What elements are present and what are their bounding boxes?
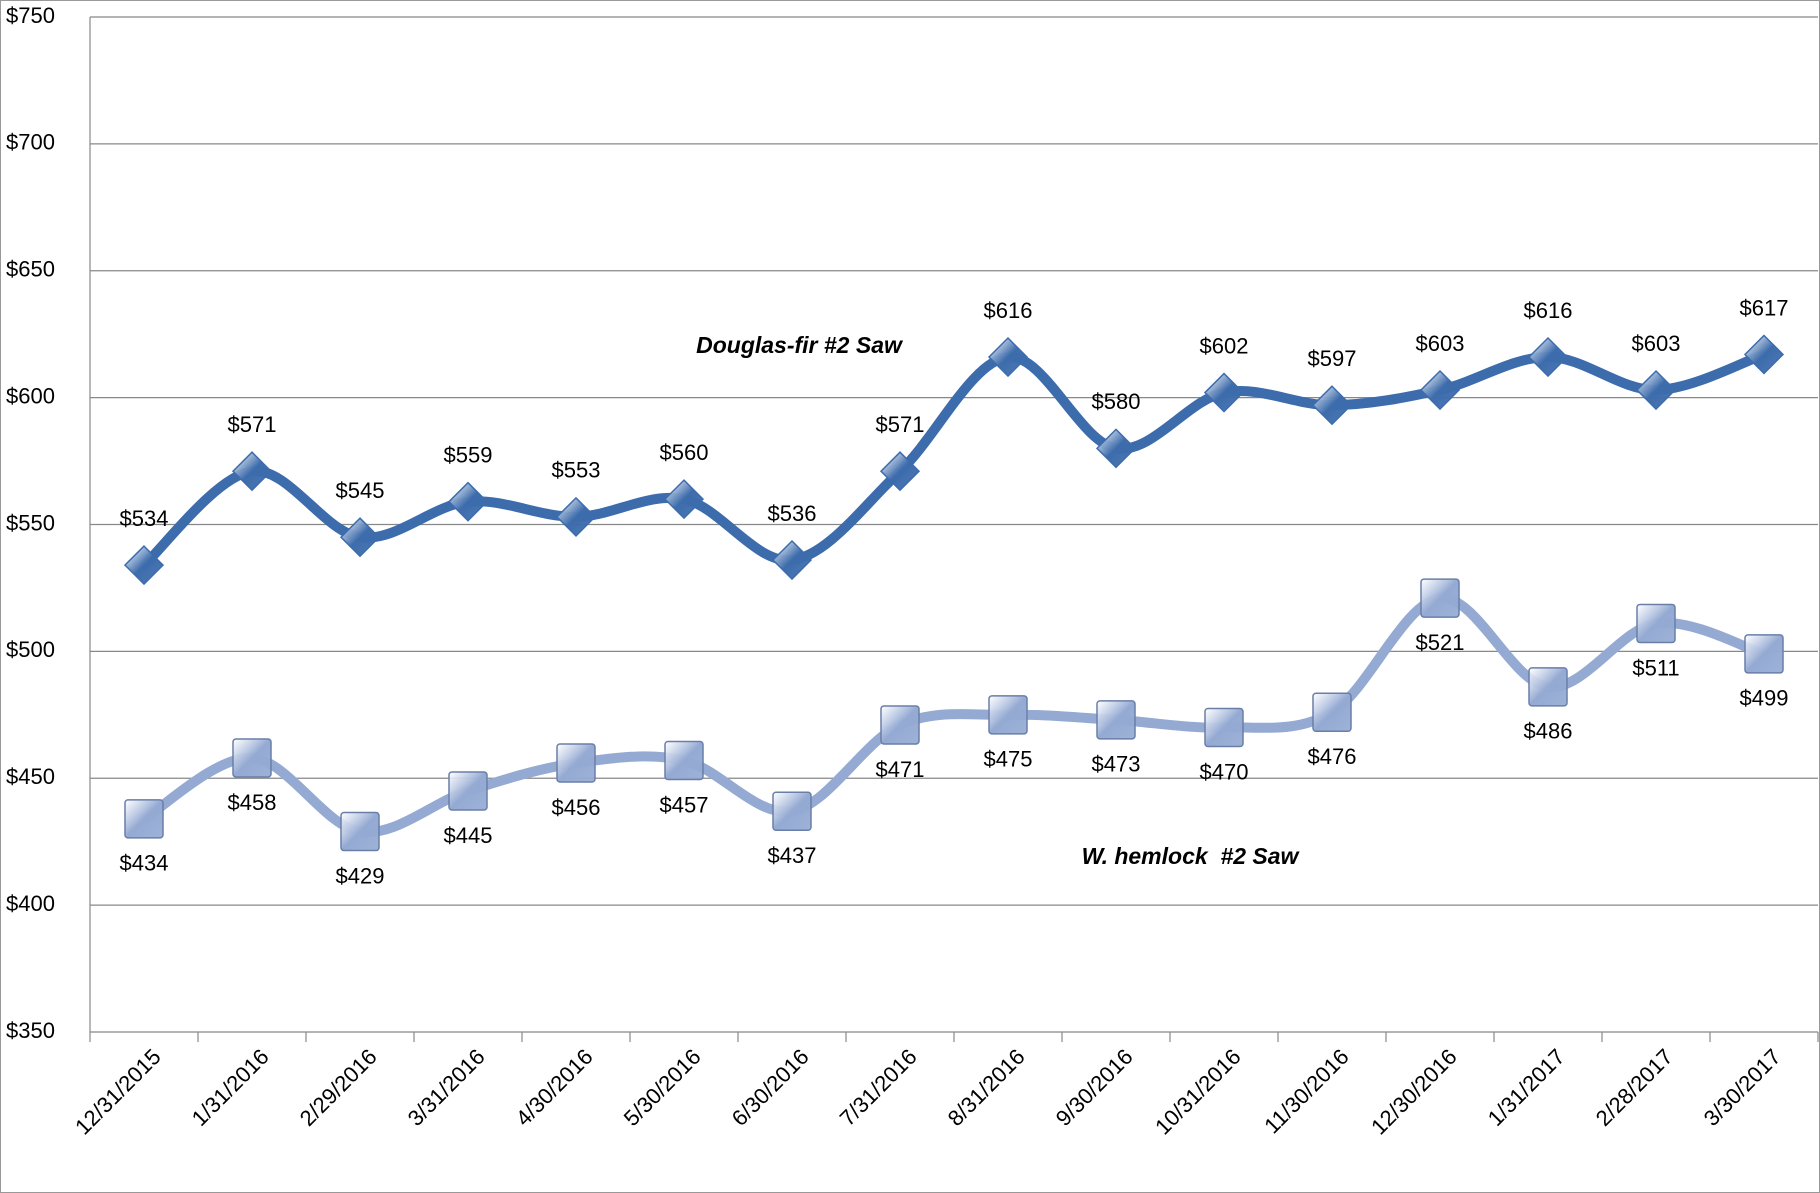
marker — [663, 479, 705, 520]
marker — [1419, 369, 1461, 411]
data-label: $571 — [228, 412, 277, 437]
marker — [771, 539, 813, 581]
data-label: $597 — [1308, 346, 1357, 371]
data-label: $559 — [444, 442, 493, 467]
marker — [448, 771, 488, 811]
data-label: $470 — [1200, 759, 1249, 784]
marker — [1636, 603, 1676, 644]
marker — [1744, 634, 1784, 674]
marker — [987, 336, 1029, 378]
y-tick-label: $600 — [6, 383, 55, 408]
data-label: $473 — [1092, 752, 1141, 777]
marker — [1312, 692, 1352, 733]
y-tick-label: $700 — [6, 130, 55, 155]
marker — [124, 799, 164, 839]
data-label: $511 — [1632, 655, 1679, 680]
data-label: $545 — [336, 478, 385, 503]
marker — [231, 451, 273, 492]
marker — [1203, 372, 1245, 413]
data-label: $486 — [1524, 719, 1573, 744]
data-label: $603 — [1416, 331, 1465, 356]
marker — [123, 545, 165, 586]
marker — [447, 481, 489, 522]
series-line — [139, 349, 1769, 571]
marker — [1095, 428, 1137, 469]
marker — [879, 451, 921, 492]
data-label: $456 — [552, 795, 601, 820]
marker — [339, 517, 381, 558]
y-tick-label: $550 — [6, 510, 55, 535]
y-tick-label: $750 — [6, 3, 55, 28]
data-label: $437 — [768, 843, 817, 868]
marker — [664, 740, 704, 781]
data-label: $476 — [1308, 744, 1357, 769]
data-label: $553 — [552, 458, 601, 483]
marker — [1527, 336, 1569, 378]
data-label: $471 — [876, 757, 925, 782]
data-label: $602 — [1200, 333, 1249, 358]
marker — [1420, 578, 1460, 618]
marker — [772, 791, 812, 831]
y-tick-label: $450 — [6, 764, 55, 789]
data-label: $536 — [768, 501, 817, 526]
marker — [988, 695, 1028, 735]
data-label: $571 — [876, 412, 925, 437]
marker — [555, 496, 597, 537]
marker — [556, 743, 596, 783]
marker — [1743, 334, 1785, 375]
data-label: $617 — [1740, 295, 1789, 320]
y-tick-label: $350 — [6, 1018, 55, 1043]
marker — [1528, 667, 1568, 707]
series-annotation: Douglas-fir #2 Saw — [696, 332, 904, 358]
data-label: $445 — [444, 823, 493, 848]
data-label: $429 — [336, 863, 385, 888]
data-label: $457 — [660, 792, 709, 817]
data-label: $616 — [1524, 298, 1573, 323]
data-label: $499 — [1740, 686, 1789, 711]
data-label: $434 — [120, 851, 169, 876]
marker — [880, 705, 920, 745]
data-label: $534 — [120, 506, 169, 531]
marker — [1096, 700, 1136, 740]
y-tick-label: $400 — [6, 891, 55, 916]
marker — [340, 811, 380, 852]
marker — [1311, 385, 1353, 426]
data-label: $616 — [984, 298, 1033, 323]
marker — [1204, 707, 1244, 748]
data-label: $521 — [1416, 630, 1465, 655]
marker — [1635, 369, 1677, 411]
data-label: $580 — [1092, 389, 1141, 414]
y-tick-label: $500 — [6, 637, 55, 662]
marker — [232, 738, 272, 778]
series-annotation: W. hemlock #2 Saw — [1082, 843, 1301, 869]
data-label: $475 — [984, 747, 1033, 772]
series-line — [139, 593, 1769, 838]
data-label: $458 — [228, 790, 277, 815]
data-label: $560 — [660, 440, 709, 465]
data-label: $603 — [1632, 331, 1681, 356]
y-tick-label: $650 — [6, 257, 55, 282]
